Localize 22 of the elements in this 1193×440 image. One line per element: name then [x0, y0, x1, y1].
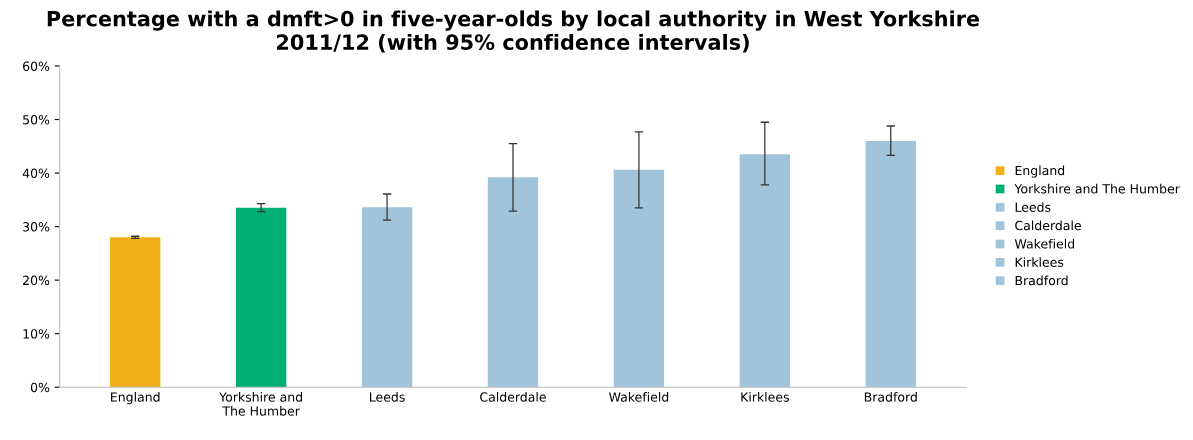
x-tick-label: England: [111, 392, 160, 405]
y-tick-label: 30%: [23, 222, 50, 232]
chart-title: Percentage with a dmft>0 in five-year-olds by local authority in West Yorkshire 2011/12 (with 95% confidence intervals): [47, 10, 980, 53]
x-tick-label: Leeds: [370, 392, 405, 402]
x-tick-label: Bradford: [864, 392, 917, 402]
x-tick-label: Calderdale: [480, 392, 546, 402]
legend-label: Calderdale: [1015, 220, 1081, 231]
legend-label: Kirklees: [1015, 257, 1064, 267]
y-tick-label: 40%: [22, 168, 50, 178]
x-tick-label: Yorkshire and The Humber: [219, 392, 302, 416]
y-tick-label: 60%: [23, 61, 50, 71]
legend-label: England: [1015, 165, 1065, 178]
legend-label: Yorkshire and The Humber: [1014, 183, 1180, 194]
y-tick-label: 50%: [23, 115, 50, 125]
legend-label: Wakefield: [1014, 238, 1074, 249]
y-tick-label: 10%: [23, 329, 50, 339]
x-tick-label: Wakefield: [609, 392, 669, 402]
x-tick-label: Kirklees: [741, 392, 789, 402]
y-tick-label: 20%: [23, 275, 50, 286]
y-tick-label: 0%: [30, 382, 50, 393]
legend-label: Bradford: [1015, 275, 1068, 286]
legend-label: Leeds: [1015, 202, 1051, 212]
